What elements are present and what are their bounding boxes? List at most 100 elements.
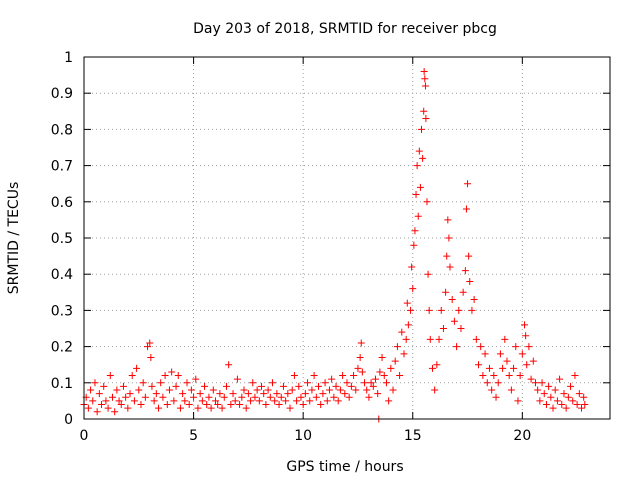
data-point: [218, 404, 226, 412]
data-point: [203, 401, 211, 409]
data-point: [391, 357, 399, 365]
data-point: [137, 401, 145, 409]
data-point: [150, 397, 158, 405]
data-point: [357, 339, 365, 347]
data-point: [133, 364, 141, 372]
x-tick-labels: 0 5 10 15 20: [80, 428, 532, 444]
data-point: [529, 357, 537, 365]
data-points: [80, 67, 589, 423]
data-point: [488, 386, 496, 394]
data-point: [407, 306, 415, 314]
data-point: [207, 404, 215, 412]
data-point: [297, 393, 305, 401]
gridlines: [84, 57, 610, 419]
data-point: [231, 397, 239, 405]
data-point: [472, 335, 480, 343]
data-point: [89, 397, 97, 405]
data-point: [412, 191, 420, 199]
data-point: [306, 397, 314, 405]
data-point: [428, 364, 436, 372]
data-point: [295, 382, 303, 390]
data-point: [122, 393, 130, 401]
data-point: [139, 379, 147, 387]
data-point: [244, 390, 252, 398]
data-point: [214, 401, 222, 409]
data-point: [569, 397, 577, 405]
y-tick-label: 0.9: [51, 86, 73, 102]
data-point: [363, 386, 371, 394]
data-point: [299, 401, 307, 409]
data-point: [233, 375, 241, 383]
data-point: [437, 306, 445, 314]
data-point: [201, 382, 209, 390]
data-point: [179, 390, 187, 398]
y-tick-label: 0.4: [51, 267, 73, 283]
data-point: [161, 372, 169, 380]
data-point: [95, 390, 103, 398]
data-point: [113, 386, 121, 394]
data-point: [192, 375, 200, 383]
data-point: [345, 393, 353, 401]
data-point: [365, 393, 373, 401]
data-point: [442, 288, 450, 296]
data-point: [492, 393, 500, 401]
data-point: [146, 339, 154, 347]
x-tick-label: 15: [404, 428, 422, 444]
data-point: [470, 296, 478, 304]
data-point: [284, 390, 292, 398]
x-axis-title: GPS time / hours: [286, 459, 403, 475]
data-point: [334, 397, 342, 405]
data-point: [562, 404, 570, 412]
data-point: [98, 401, 106, 409]
data-point: [510, 364, 518, 372]
data-point: [571, 372, 579, 380]
data-point: [564, 393, 572, 401]
data-point: [505, 372, 513, 380]
data-point: [253, 386, 261, 394]
data-point: [547, 393, 555, 401]
data-point: [220, 393, 228, 401]
data-point: [540, 390, 548, 398]
y-tick-label: 0: [64, 412, 73, 428]
data-point: [262, 401, 270, 409]
data-point: [229, 390, 237, 398]
data-point: [421, 82, 429, 90]
data-point: [310, 372, 318, 380]
data-point: [527, 375, 535, 383]
data-point: [421, 75, 429, 83]
data-point: [455, 306, 463, 314]
data-point: [514, 397, 522, 405]
data-point: [369, 382, 377, 390]
data-point: [507, 386, 515, 394]
y-tick-labels: 0 0.1 0.2 0.3 0.4 0.5 0.6 0.7 0.8 0.9 1: [51, 50, 73, 428]
data-point: [212, 397, 219, 405]
data-point: [499, 364, 507, 372]
data-point: [371, 375, 379, 383]
data-point: [409, 285, 417, 293]
data-point: [444, 216, 452, 224]
data-point: [170, 397, 178, 405]
data-point: [354, 364, 362, 372]
data-point: [251, 393, 259, 401]
data-point: [130, 397, 138, 405]
data-point: [216, 390, 224, 398]
data-point: [560, 390, 568, 398]
data-point: [93, 408, 101, 416]
x-tick-label: 20: [513, 428, 531, 444]
data-point: [356, 353, 364, 361]
data-point: [330, 393, 338, 401]
data-point: [402, 335, 410, 343]
data-point: [393, 343, 401, 351]
data-point: [124, 404, 132, 412]
data-point: [108, 393, 116, 401]
data-point: [464, 180, 472, 188]
data-point: [578, 404, 586, 412]
data-point: [288, 386, 296, 394]
data-point: [106, 372, 114, 380]
data-point: [374, 390, 382, 398]
data-point: [174, 372, 182, 380]
data-point: [413, 162, 421, 170]
data-point: [308, 386, 316, 394]
data-point: [439, 325, 447, 332]
data-point: [275, 401, 283, 409]
